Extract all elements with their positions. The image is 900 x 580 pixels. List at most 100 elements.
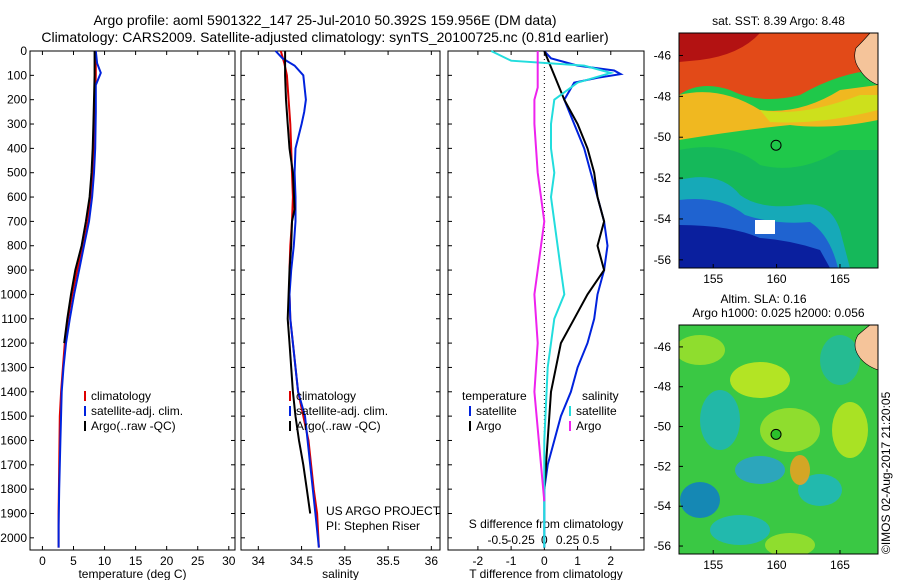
x-axis-label: salinity <box>322 567 359 580</box>
map-frame <box>678 324 879 555</box>
y-tick-label: 1400 <box>0 385 27 399</box>
sla-anomaly <box>700 390 740 450</box>
annotation-text: PI: Stephen Riser <box>326 519 420 533</box>
y-tick-label: 1000 <box>0 287 27 301</box>
legend-label: satellite-adj. clim. <box>296 404 388 418</box>
x-tick-label: 35.5 <box>376 554 400 568</box>
y-tick-label: -54 <box>654 499 672 513</box>
y-tick-label: -46 <box>654 340 672 354</box>
sla-anomaly <box>765 533 815 554</box>
sla-anomaly <box>790 455 810 485</box>
x-tick-label: 25 <box>191 554 205 568</box>
s-tick-label: -0.25 <box>507 533 535 547</box>
y-tick-label: 500 <box>7 166 27 180</box>
sla-anomaly <box>680 482 720 518</box>
series-argo-raw-qc- <box>284 51 312 514</box>
series-temperature-argo <box>543 50 606 490</box>
map-title: Altim. SLA: 0.16 <box>720 292 806 306</box>
y-tick-label: 800 <box>7 239 27 253</box>
y-tick-label: 1800 <box>0 482 27 496</box>
legend-label: Argo <box>476 419 502 433</box>
sla-anomaly <box>735 456 785 484</box>
legend-label: Argo <box>576 419 602 433</box>
y-tick-label: 400 <box>7 141 27 155</box>
x-tick-label: 35 <box>338 554 352 568</box>
s-axis-label: S difference from climatology <box>469 517 624 531</box>
x-tick-label: 34.5 <box>290 554 314 568</box>
y-tick-label: -50 <box>654 130 672 144</box>
y-tick-label: -48 <box>654 89 672 103</box>
x-tick-label: 15 <box>129 554 143 568</box>
argo-float-marker <box>770 139 782 151</box>
sla-anomaly <box>679 335 725 365</box>
sla-anomaly <box>798 474 842 506</box>
x-tick-label: 36 <box>425 554 439 568</box>
x-axis-label: T difference from climatology <box>469 567 623 580</box>
x-axis-label: temperature (deg C) <box>78 567 186 580</box>
legend-label: Argo(..raw -QC) <box>296 419 381 433</box>
sla-anomaly <box>710 515 770 545</box>
x-tick-label: 155 <box>703 272 723 286</box>
legend-group-title: salinity <box>582 389 619 403</box>
coastline <box>854 33 878 86</box>
y-tick-label: -52 <box>654 459 672 473</box>
map-field <box>679 325 878 554</box>
missing-data <box>755 220 775 234</box>
y-tick-label: 2000 <box>0 531 27 545</box>
x-tick-label: 2 <box>607 554 614 568</box>
x-tick-label: 0 <box>541 554 548 568</box>
panel-salinity-profile: 34 34.5 35 35.5 36 salinity climatologysatelli… <box>240 50 441 580</box>
x-tick-label: 10 <box>98 554 112 568</box>
map-field <box>679 33 878 268</box>
sla-anomaly <box>832 402 868 458</box>
y-tick-label: 1500 <box>0 409 27 423</box>
y-tick-label: -54 <box>654 212 672 226</box>
y-tick-label: 1600 <box>0 433 27 447</box>
x-tick-label: 34 <box>252 554 266 568</box>
sla-anomaly <box>760 408 820 452</box>
map-title: sat. SST: 8.39 Argo: 8.48 <box>712 14 845 28</box>
legend-label: satellite <box>476 404 517 418</box>
annotation-text: US ARGO PROJECT <box>326 504 441 518</box>
x-tick-label: 0 <box>39 554 46 568</box>
y-tick-label: 1200 <box>0 336 27 350</box>
series-argo-raw-qc- <box>63 51 96 344</box>
series-salinity-satellite <box>490 50 615 548</box>
y-tick-label: -48 <box>654 380 672 394</box>
series-salinity-argo <box>533 51 546 502</box>
panel-sla-map: 155 160 165 -46 -48 -50 -52 -54 -56 Altim. SLA: 0… <box>654 292 893 572</box>
series-climatology <box>57 51 97 548</box>
x-tick-label: 20 <box>160 554 174 568</box>
s-tick-label: 0.25 <box>556 533 580 547</box>
argo-float-marker <box>770 428 782 440</box>
sla-anomaly <box>820 335 860 385</box>
panel-sst-map: 155 160 165 -46 -48 -50 -52 -54 -56 sat. SST: 8.3… <box>654 14 879 286</box>
y-tick-label: -52 <box>654 171 672 185</box>
x-tick-label: 165 <box>830 558 850 572</box>
y-tick-label: -56 <box>654 253 672 267</box>
plot-frame <box>240 50 441 551</box>
panel-difference-profile: -2 -1 0 1 2T difference from climatology -0.5… <box>447 50 645 580</box>
x-tick-label: 30 <box>222 554 236 568</box>
x-tick-label: -1 <box>506 554 517 568</box>
x-tick-label: 165 <box>830 272 850 286</box>
x-tick-label: 1 <box>574 554 581 568</box>
figure-title-line2: Climatology: CARS2009. Satellite-adjuste… <box>41 29 609 45</box>
y-tick-label: -50 <box>654 420 672 434</box>
x-tick-label: -2 <box>473 554 484 568</box>
y-tick-label: 300 <box>7 117 27 131</box>
y-tick-label: 1300 <box>0 360 27 374</box>
y-tick-label: -56 <box>654 539 672 553</box>
map-frame <box>678 32 879 269</box>
map-title: Argo h1000: 0.025 h2000: 0.056 <box>692 306 864 320</box>
y-tick-label: 200 <box>7 93 27 107</box>
y-tick-label: 1700 <box>0 458 27 472</box>
legend-label: satellite <box>576 404 617 418</box>
y-tick-label: 100 <box>7 68 27 82</box>
y-tick-label: 1100 <box>1 312 27 326</box>
y-tick-label: 0 <box>20 44 27 58</box>
plot-frame <box>29 50 236 551</box>
legend-label: satellite-adj. clim. <box>91 404 183 418</box>
legend-group-title: temperature <box>462 389 527 403</box>
copyright-text: ©IMOS 02-Aug-2017 21:20:05 <box>879 391 893 554</box>
